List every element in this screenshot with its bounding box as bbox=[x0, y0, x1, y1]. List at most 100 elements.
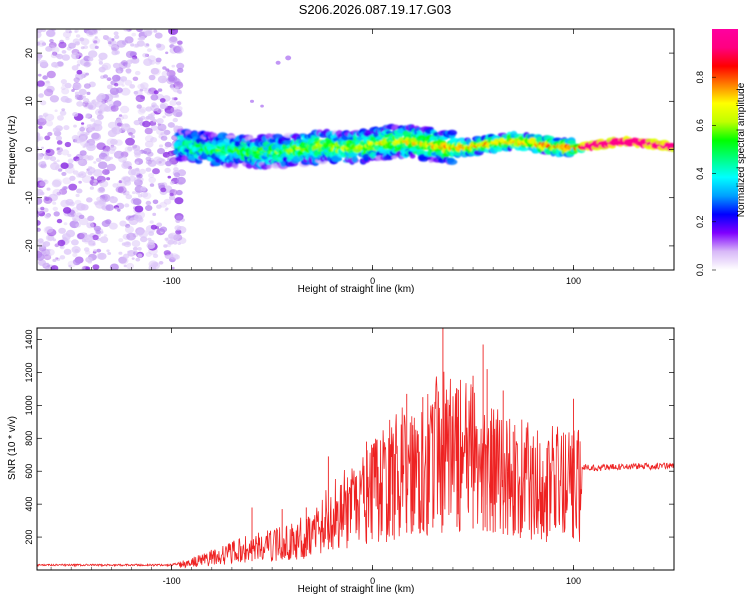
noise-blob bbox=[51, 46, 60, 54]
noise-blob bbox=[172, 45, 182, 53]
noise-blob bbox=[80, 38, 90, 46]
noise-blob bbox=[156, 118, 164, 124]
noise-blob bbox=[41, 161, 46, 165]
noise-blob bbox=[62, 207, 72, 214]
noise-blob bbox=[168, 36, 178, 44]
noise-blob bbox=[81, 175, 92, 184]
noise-blob bbox=[122, 114, 129, 120]
noise-blob bbox=[70, 213, 75, 217]
noise-blob bbox=[106, 249, 110, 253]
noise-blob bbox=[78, 88, 87, 96]
noise-blob bbox=[61, 83, 66, 87]
noise-blob bbox=[95, 200, 105, 209]
noise-blob bbox=[152, 199, 159, 205]
noise-blob bbox=[125, 68, 132, 74]
noise-blob bbox=[137, 108, 146, 115]
noise-blob bbox=[61, 88, 70, 95]
noise-blob bbox=[74, 91, 80, 96]
noise-blob bbox=[73, 156, 80, 162]
noise-blob bbox=[176, 82, 181, 86]
noise-blob bbox=[169, 36, 178, 43]
noise-blob bbox=[140, 82, 149, 89]
signal-blob bbox=[669, 143, 674, 149]
noise-blob bbox=[147, 48, 152, 52]
colorbar-tick-label: 0.6 bbox=[695, 119, 705, 132]
noise-blob bbox=[71, 239, 79, 246]
colorbar-tick-label: 0.0 bbox=[695, 264, 705, 277]
noise-blob bbox=[37, 210, 39, 215]
noise-blob bbox=[88, 50, 98, 58]
noise-blob bbox=[45, 46, 53, 52]
noise-blob bbox=[159, 102, 169, 109]
noise-blob bbox=[43, 88, 54, 97]
noise-blob bbox=[137, 247, 142, 251]
noise-blob bbox=[37, 241, 46, 248]
noise-blob bbox=[116, 122, 122, 127]
noise-blob bbox=[133, 43, 139, 48]
noise-blob bbox=[82, 145, 86, 149]
noise-blob bbox=[157, 75, 168, 84]
noise-blob bbox=[153, 262, 159, 267]
noise-blob bbox=[130, 43, 135, 47]
noise-blob bbox=[128, 175, 136, 182]
noise-blob bbox=[73, 77, 80, 83]
noise-blob bbox=[165, 160, 172, 167]
noise-blob bbox=[124, 180, 132, 186]
noise-blob bbox=[162, 115, 166, 119]
noise-blob bbox=[117, 115, 124, 121]
noise-blob bbox=[68, 264, 72, 268]
noise-blob bbox=[62, 31, 72, 38]
noise-blob bbox=[139, 88, 144, 92]
noise-blob bbox=[156, 204, 162, 209]
noise-blob bbox=[156, 108, 163, 114]
noise-blob bbox=[107, 252, 112, 255]
noise-blob bbox=[167, 74, 178, 83]
noise-blob bbox=[143, 58, 153, 66]
noise-blob bbox=[73, 124, 77, 128]
noise-blob bbox=[152, 253, 159, 258]
noise-blob bbox=[76, 173, 82, 178]
spectrogram-ytick-label: 20 bbox=[24, 48, 34, 58]
noise-blob bbox=[44, 197, 50, 202]
noise-blob bbox=[97, 187, 106, 194]
noise-blob bbox=[144, 116, 150, 121]
noise-blob bbox=[74, 94, 82, 100]
noise-blob bbox=[90, 118, 96, 122]
noise-blob bbox=[124, 146, 133, 153]
noise-blob bbox=[48, 44, 56, 51]
noise-blob bbox=[109, 87, 119, 96]
noise-blob bbox=[142, 87, 148, 92]
noise-blob bbox=[52, 51, 58, 56]
noise-blob bbox=[110, 138, 118, 145]
noise-blob bbox=[54, 64, 59, 69]
noise-blob bbox=[153, 29, 158, 33]
noise-blob bbox=[118, 256, 129, 265]
colorbar-ticks: 0.0 0.2 0.4 0.6 0.8 bbox=[695, 71, 716, 276]
noise-blob bbox=[162, 66, 167, 70]
noise-blob bbox=[151, 68, 161, 76]
noise-blob bbox=[124, 203, 130, 208]
noise-blob bbox=[41, 42, 46, 46]
noise-blob bbox=[101, 100, 107, 104]
noise-blob bbox=[87, 102, 97, 111]
noise-blob bbox=[71, 246, 81, 254]
noise-blob bbox=[67, 153, 72, 158]
noise-blob bbox=[42, 75, 48, 80]
noise-blob bbox=[80, 46, 85, 50]
noise-blob bbox=[61, 108, 66, 112]
noise-blob bbox=[76, 59, 83, 65]
noise-blob bbox=[45, 29, 56, 38]
noise-blob bbox=[118, 238, 124, 243]
noise-blob bbox=[89, 186, 94, 190]
noise-blob bbox=[69, 175, 76, 181]
noise-blob bbox=[135, 161, 139, 165]
noise-blob bbox=[171, 266, 175, 270]
noise-blob bbox=[117, 70, 122, 74]
noise-blob bbox=[86, 197, 93, 203]
noise-blob bbox=[68, 183, 78, 191]
noise-blob bbox=[37, 161, 38, 164]
noise-blob bbox=[61, 50, 67, 54]
noise-blob bbox=[144, 140, 154, 148]
noise-blob bbox=[106, 37, 113, 42]
noise-blob bbox=[148, 176, 156, 184]
